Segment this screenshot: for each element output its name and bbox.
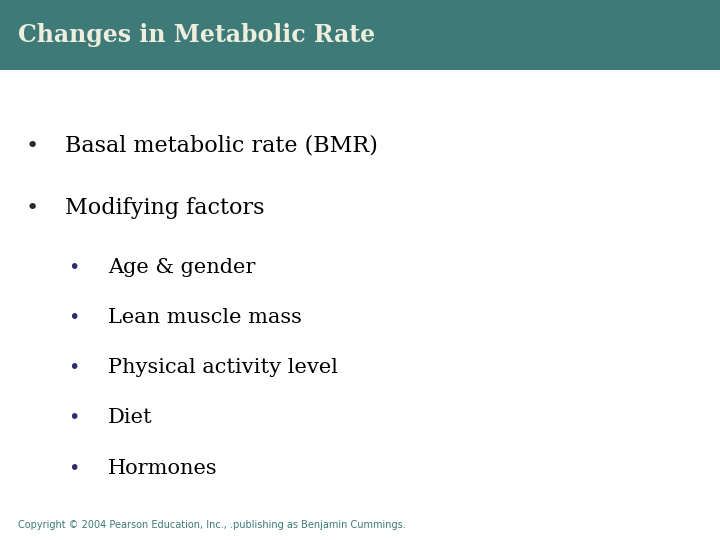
Text: •: • <box>25 136 38 156</box>
Text: •: • <box>68 458 80 478</box>
Text: Lean muscle mass: Lean muscle mass <box>108 308 302 327</box>
Text: Copyright © 2004 Pearson Education, Inc., .publishing as Benjamin Cummings.: Copyright © 2004 Pearson Education, Inc.… <box>18 520 406 530</box>
Text: •: • <box>25 198 38 218</box>
Text: Physical activity level: Physical activity level <box>108 358 338 377</box>
Text: •: • <box>68 358 80 377</box>
FancyBboxPatch shape <box>0 0 720 70</box>
Text: Hormones: Hormones <box>108 458 217 478</box>
Text: Age & gender: Age & gender <box>108 258 256 277</box>
Text: Basal metabolic rate (BMR): Basal metabolic rate (BMR) <box>65 135 378 157</box>
Text: •: • <box>68 408 80 428</box>
Text: Diet: Diet <box>108 408 153 428</box>
Text: •: • <box>68 308 80 327</box>
Text: Modifying factors: Modifying factors <box>65 197 264 219</box>
Text: Changes in Metabolic Rate: Changes in Metabolic Rate <box>18 23 375 47</box>
Text: •: • <box>68 258 80 277</box>
